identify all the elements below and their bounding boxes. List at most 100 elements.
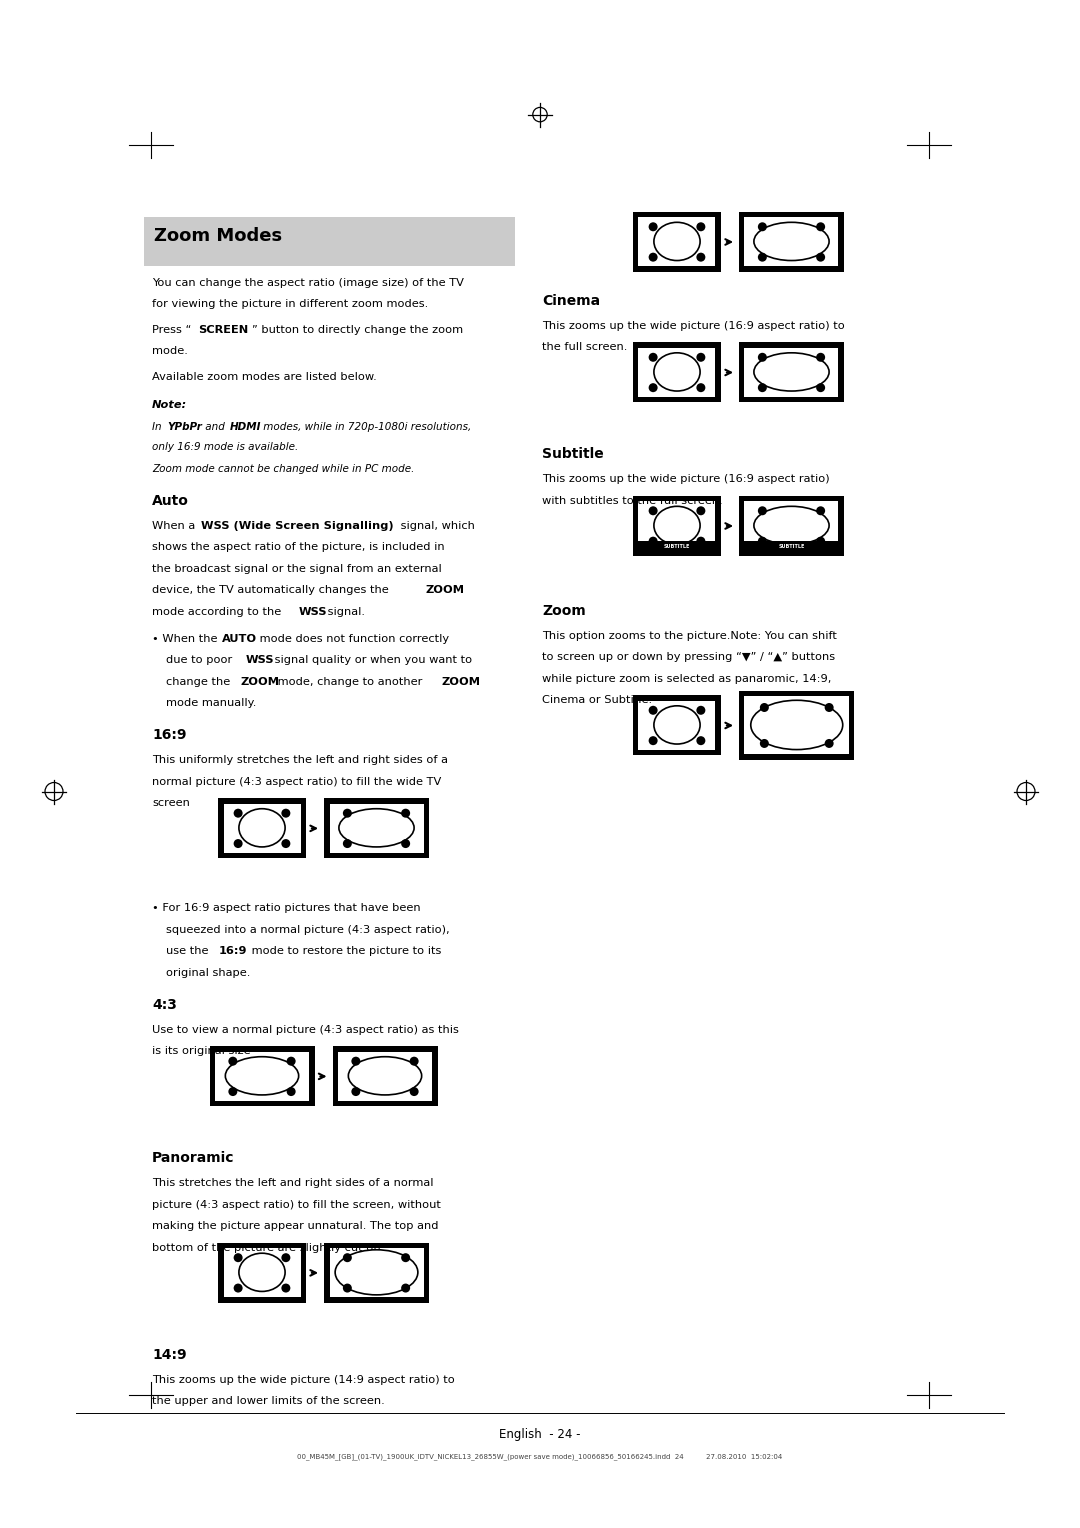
Text: modes, while in 720p-1080i resolutions,: modes, while in 720p-1080i resolutions, bbox=[259, 422, 471, 432]
Circle shape bbox=[758, 252, 767, 261]
Circle shape bbox=[401, 839, 410, 848]
Text: This uniformly stretches the left and right sides of a: This uniformly stretches the left and ri… bbox=[152, 755, 448, 766]
Ellipse shape bbox=[754, 506, 829, 544]
Circle shape bbox=[342, 839, 352, 848]
Bar bbox=[739, 212, 843, 272]
Circle shape bbox=[233, 1284, 243, 1293]
Circle shape bbox=[697, 706, 705, 715]
Text: Note:: Note: bbox=[152, 400, 187, 410]
Text: making the picture appear unnatural. The top and: making the picture appear unnatural. The… bbox=[152, 1221, 438, 1232]
Text: This stretches the left and right sides of a normal: This stretches the left and right sides … bbox=[152, 1178, 433, 1189]
Text: SUBTITLE: SUBTITLE bbox=[779, 544, 805, 549]
Circle shape bbox=[342, 808, 352, 817]
Text: This zooms up the wide picture (14:9 aspect ratio) to: This zooms up the wide picture (14:9 asp… bbox=[152, 1375, 455, 1384]
Bar bbox=[638, 217, 715, 266]
Ellipse shape bbox=[239, 808, 285, 847]
Circle shape bbox=[816, 252, 825, 261]
Text: mode manually.: mode manually. bbox=[166, 698, 256, 709]
Text: only 16:9 mode is available.: only 16:9 mode is available. bbox=[152, 443, 298, 452]
Text: original shape.: original shape. bbox=[166, 967, 251, 978]
Text: bottom of the picture are slightly cut off.: bottom of the picture are slightly cut o… bbox=[152, 1242, 384, 1253]
Text: picture (4:3 aspect ratio) to fill the screen, without: picture (4:3 aspect ratio) to fill the s… bbox=[152, 1199, 441, 1210]
Text: mode.: mode. bbox=[152, 345, 188, 356]
Circle shape bbox=[697, 353, 705, 362]
Text: ZOOM: ZOOM bbox=[441, 677, 480, 688]
Text: SCREEN: SCREEN bbox=[198, 325, 248, 335]
Bar bbox=[739, 691, 854, 759]
Text: Subtitle: Subtitle bbox=[542, 448, 604, 461]
Text: signal quality or when you want to: signal quality or when you want to bbox=[271, 656, 472, 665]
Text: ZOOM: ZOOM bbox=[426, 585, 464, 596]
Bar bbox=[739, 497, 843, 556]
Circle shape bbox=[233, 839, 243, 848]
Text: the broadcast signal or the signal from an external: the broadcast signal or the signal from … bbox=[152, 564, 442, 575]
Bar bbox=[224, 1248, 300, 1297]
Circle shape bbox=[282, 1253, 291, 1262]
Ellipse shape bbox=[751, 700, 842, 750]
Text: Zoom mode cannot be changed while in PC mode.: Zoom mode cannot be changed while in PC … bbox=[152, 465, 415, 474]
Bar bbox=[638, 348, 715, 397]
Text: use the: use the bbox=[166, 946, 212, 957]
Text: Available zoom modes are listed below.: Available zoom modes are listed below. bbox=[152, 371, 377, 382]
Circle shape bbox=[758, 536, 767, 545]
Bar bbox=[329, 804, 423, 853]
Bar bbox=[218, 1242, 306, 1303]
Circle shape bbox=[401, 1253, 410, 1262]
Bar bbox=[218, 798, 306, 859]
Bar bbox=[324, 1242, 429, 1303]
Bar bbox=[224, 804, 300, 853]
Circle shape bbox=[233, 1253, 243, 1262]
Text: normal picture (4:3 aspect ratio) to fill the wide TV: normal picture (4:3 aspect ratio) to fil… bbox=[152, 776, 442, 787]
Circle shape bbox=[351, 1086, 361, 1096]
Bar bbox=[744, 348, 838, 397]
Text: Zoom Modes: Zoom Modes bbox=[154, 228, 282, 246]
Circle shape bbox=[697, 536, 705, 545]
Text: English  - 24 -: English - 24 - bbox=[499, 1429, 581, 1441]
Circle shape bbox=[286, 1086, 296, 1096]
Text: squeezed into a normal picture (4:3 aspect ratio),: squeezed into a normal picture (4:3 aspe… bbox=[166, 924, 449, 935]
Circle shape bbox=[342, 1284, 352, 1293]
Bar bbox=[739, 342, 843, 402]
Circle shape bbox=[697, 506, 705, 515]
Bar bbox=[744, 501, 838, 550]
Circle shape bbox=[649, 252, 658, 261]
Circle shape bbox=[233, 808, 243, 817]
Text: This option zooms to the picture.Note: You can shift: This option zooms to the picture.Note: Y… bbox=[542, 631, 837, 640]
Bar bbox=[633, 342, 721, 402]
Circle shape bbox=[282, 839, 291, 848]
Bar bbox=[744, 697, 849, 755]
Ellipse shape bbox=[226, 1057, 299, 1096]
Text: 00_MB45M_[GB]_(01-TV)_1900UK_IDTV_NICKEL13_26855W_(power save mode)_10066856_501: 00_MB45M_[GB]_(01-TV)_1900UK_IDTV_NICKEL… bbox=[297, 1453, 783, 1461]
Text: You can change the aspect ratio (image size) of the TV: You can change the aspect ratio (image s… bbox=[152, 278, 464, 287]
Ellipse shape bbox=[754, 353, 829, 391]
Text: to screen up or down by pressing “▼” / “▲” buttons: to screen up or down by pressing “▼” / “… bbox=[542, 652, 835, 663]
Text: signal.: signal. bbox=[324, 607, 365, 617]
Circle shape bbox=[697, 252, 705, 261]
Text: WSS: WSS bbox=[246, 656, 274, 665]
Text: Zoom: Zoom bbox=[542, 604, 585, 617]
Bar bbox=[744, 217, 838, 266]
Circle shape bbox=[401, 808, 410, 817]
Ellipse shape bbox=[653, 706, 700, 744]
Text: for viewing the picture in different zoom modes.: for viewing the picture in different zoo… bbox=[152, 299, 429, 309]
Circle shape bbox=[816, 536, 825, 545]
Circle shape bbox=[816, 384, 825, 393]
Circle shape bbox=[825, 740, 834, 747]
Text: device, the TV automatically changes the: device, the TV automatically changes the bbox=[152, 585, 392, 596]
Text: Use to view a normal picture (4:3 aspect ratio) as this: Use to view a normal picture (4:3 aspect… bbox=[152, 1025, 459, 1034]
Text: Auto: Auto bbox=[152, 494, 189, 507]
Text: and: and bbox=[203, 422, 229, 432]
Ellipse shape bbox=[349, 1057, 421, 1096]
Text: AUTO: AUTO bbox=[222, 634, 257, 643]
Text: SUBTITLE: SUBTITLE bbox=[664, 544, 690, 549]
Circle shape bbox=[760, 740, 769, 747]
Bar bbox=[215, 1051, 309, 1100]
Text: 16:9: 16:9 bbox=[219, 946, 247, 957]
Bar bbox=[329, 1248, 423, 1297]
Circle shape bbox=[760, 703, 769, 712]
Circle shape bbox=[649, 736, 658, 746]
Circle shape bbox=[282, 808, 291, 817]
Circle shape bbox=[351, 1057, 361, 1065]
Circle shape bbox=[697, 736, 705, 746]
Bar bbox=[633, 497, 721, 556]
